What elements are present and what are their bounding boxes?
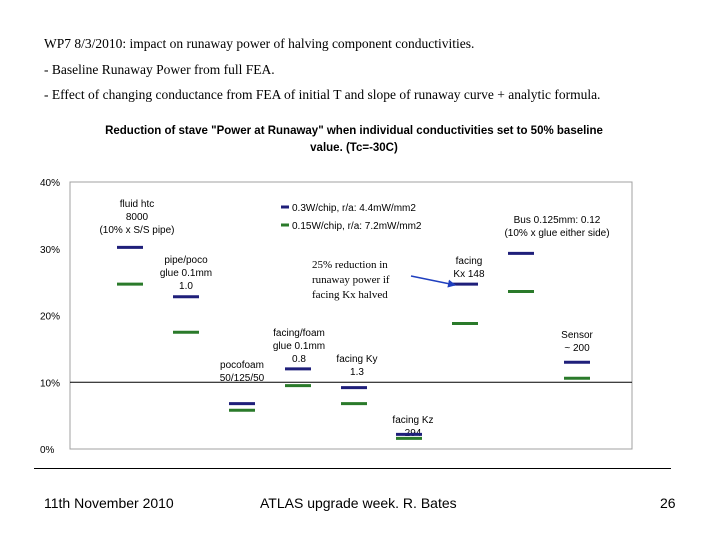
chart-title-line: value. (Tc=-30C) (310, 142, 398, 154)
category-label-line: facing (456, 256, 483, 267)
y-tick-label: 10% (40, 378, 60, 389)
category-label-line: (10% x S/S pipe) (99, 225, 174, 236)
category-label-line: glue 0.1mm (160, 268, 212, 279)
category-labels: fluid htc 8000 (10% x S/S pipe) pipe/poco gl… (99, 199, 609, 439)
category-label-line: glue 0.1mm (273, 341, 325, 352)
category-label-line: facing Kz (392, 415, 433, 426)
legend-entry-label: 0.15W/chip, r/a: 7.2mW/mm2 (292, 221, 422, 232)
annotation-line: runaway power if (312, 274, 390, 286)
footer-event: ATLAS upgrade week. R. Bates (260, 495, 457, 511)
category-label-line: ~ 200 (564, 343, 590, 354)
legend-entry-label: 0.3W/chip, r/a: 4.4mW/mm2 (292, 203, 416, 214)
category-label-line: 1.3 (350, 367, 364, 378)
category-label-line: 0.8 (292, 354, 306, 365)
category-label-line: pipe/poco (164, 255, 208, 266)
slide-bullet-baseline: - Baseline Runaway Power from full FEA. (44, 62, 275, 77)
category-label-line: Sensor (561, 330, 593, 341)
category-label-line: Bus 0.125mm: 0.12 (514, 215, 601, 226)
category-label-line: (10% x glue either side) (504, 228, 609, 239)
legend: 0.3W/chip, r/a: 4.4mW/mm2 0.15W/chip, r/a… (281, 203, 422, 232)
annotation-arrow (410, 275, 456, 288)
y-tick-label: 40% (40, 178, 60, 189)
slide-title-line: WP7 8/3/2010: impact on runaway power of… (44, 36, 475, 51)
category-label-line: pocofoam (220, 360, 264, 371)
slide-bullet-conductance: - Effect of changing conductance from FE… (44, 87, 601, 102)
category-label-line: 1.0 (179, 281, 193, 292)
category-label-line: fluid htc (120, 199, 154, 210)
chart-title-line: Reduction of stave "Power at Runaway" wh… (105, 125, 603, 137)
page-number: 26 (660, 495, 676, 511)
footer-divider (34, 468, 671, 469)
y-tick-label: 0% (40, 445, 55, 456)
category-label-line: 50/125/50 (220, 373, 265, 384)
data-marks (117, 245, 590, 440)
y-tick-label: 30% (40, 245, 60, 256)
chart-title: Reduction of stave "Power at Runaway" wh… (105, 125, 603, 154)
annotation-line: 25% reduction in (312, 259, 388, 271)
category-label-line: facing/foam (273, 328, 325, 339)
annotation-line: facing Kx halved (312, 289, 388, 301)
kx-annotation: 25% reduction in runaway power if facing K… (312, 259, 456, 301)
category-label-line: facing Ky (336, 354, 377, 365)
category-label-line: 8000 (126, 212, 149, 223)
footer-date: 11th November 2010 (44, 495, 174, 511)
category-label-line: Kx 148 (453, 269, 485, 280)
y-axis-tick-labels: 0% 10% 20% 30% 40% (40, 178, 60, 456)
y-tick-label: 20% (40, 312, 60, 323)
